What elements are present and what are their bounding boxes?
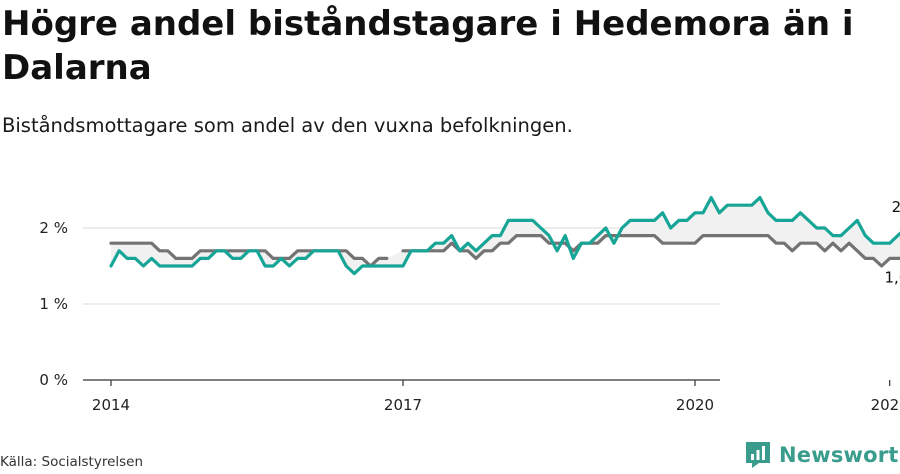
difference-band xyxy=(111,197,900,274)
newsworthy-logo-icon xyxy=(746,442,770,468)
x-tick-label: 2017 xyxy=(384,396,422,414)
y-tick-label: 1 % xyxy=(39,295,68,313)
series-lines xyxy=(109,196,900,276)
end-value-dalarna: 1,6 % xyxy=(884,268,900,286)
grid-layer xyxy=(83,227,720,305)
end-value-hedemora: 2 % xyxy=(892,198,900,216)
chart-title: Högre andel biståndstagare i Hedemora än… xyxy=(2,4,854,88)
chart-subtitle: Biståndsmottagare som andel av den vuxna… xyxy=(2,114,573,137)
brand-logo[interactable]: Newsworthy xyxy=(745,441,900,469)
series-line-hedemora xyxy=(109,196,900,276)
x-tick-label: 2014 xyxy=(92,396,130,414)
y-tick-label: 0 % xyxy=(39,371,68,389)
x-tick-label: 2020 xyxy=(676,396,714,414)
brand-name: Newsworthy xyxy=(779,443,900,467)
y-tick-label: 2 % xyxy=(39,219,68,237)
difference-area xyxy=(111,197,900,274)
source-note: Källa: Socialstyrelsen xyxy=(0,454,144,470)
